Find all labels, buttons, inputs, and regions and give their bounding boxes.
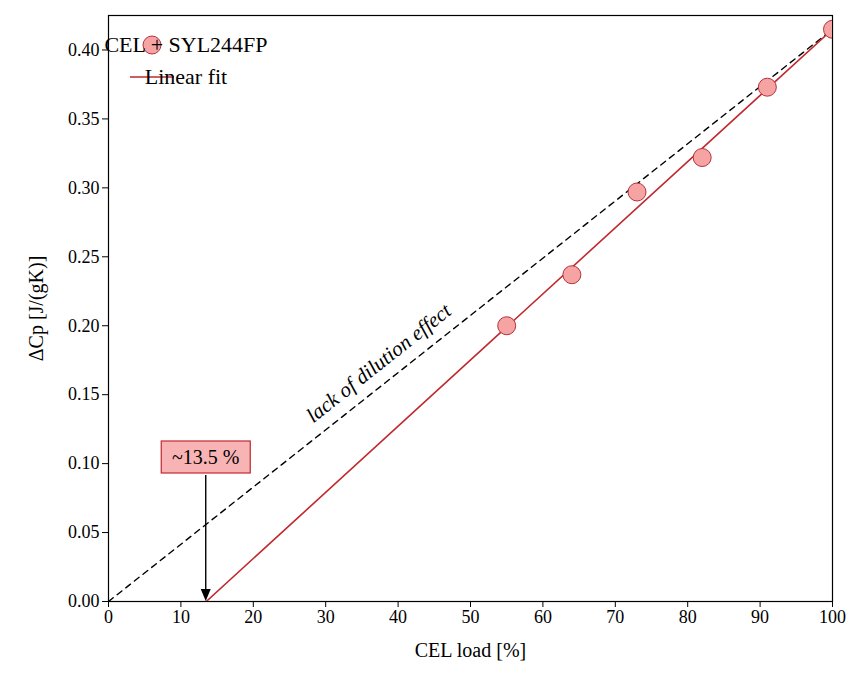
svg-text:30: 30 [317, 607, 335, 627]
svg-text:100: 100 [819, 607, 846, 627]
svg-text:0.00: 0.00 [68, 591, 100, 611]
svg-text:CEL + SYL244FP: CEL + SYL244FP [104, 32, 267, 57]
svg-text:Linear fit: Linear fit [145, 64, 227, 89]
svg-text:60: 60 [534, 607, 552, 627]
svg-text:20: 20 [244, 607, 262, 627]
svg-text:0.20: 0.20 [68, 315, 100, 335]
svg-text:0: 0 [104, 607, 113, 627]
svg-text:0.05: 0.05 [68, 522, 100, 542]
svg-text:0.30: 0.30 [68, 178, 100, 198]
svg-text:ΔCp [J/(gK)]: ΔCp [J/(gK)] [25, 256, 48, 362]
svg-text:0.35: 0.35 [68, 109, 100, 129]
svg-text:CEL load [%]: CEL load [%] [415, 639, 526, 661]
svg-text:0.10: 0.10 [68, 453, 100, 473]
svg-text:70: 70 [606, 607, 624, 627]
svg-text:~13.5 %: ~13.5 % [172, 446, 239, 468]
svg-text:10: 10 [172, 607, 190, 627]
svg-text:90: 90 [751, 607, 769, 627]
svg-text:lack of dilution effect: lack of dilution effect [301, 298, 456, 428]
svg-text:0.25: 0.25 [68, 247, 100, 267]
svg-text:40: 40 [389, 607, 407, 627]
svg-text:80: 80 [679, 607, 697, 627]
svg-text:0.15: 0.15 [68, 384, 100, 404]
svg-text:0.40: 0.40 [68, 40, 100, 60]
svg-text:50: 50 [462, 607, 480, 627]
